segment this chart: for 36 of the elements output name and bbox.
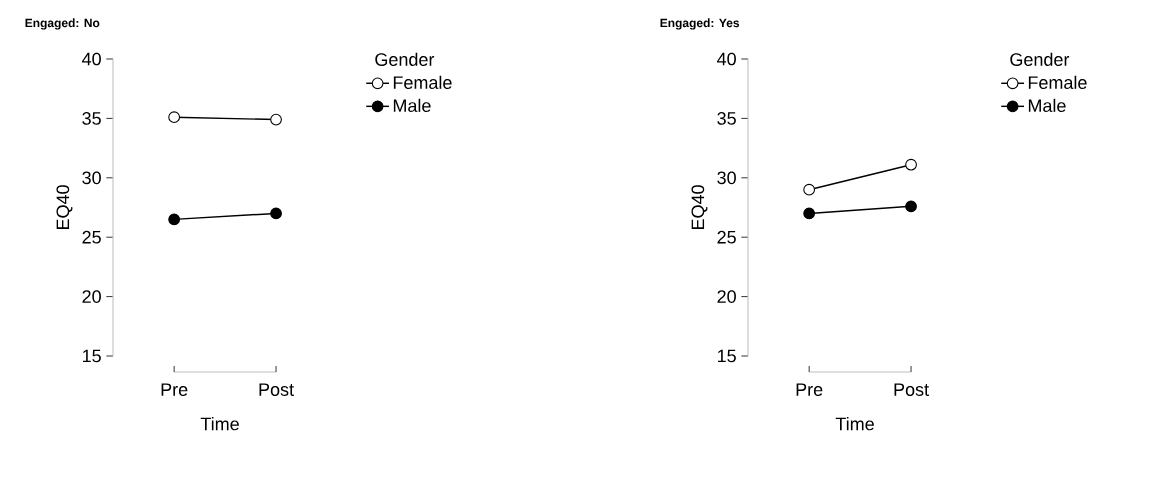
y-axis-title: EQ40	[56, 185, 73, 230]
legend-label: Female	[393, 75, 452, 89]
chart-title: Engaged: Yes	[660, 18, 740, 30]
point	[270, 113, 282, 126]
point	[803, 183, 816, 196]
y-tick-label: 40	[82, 52, 101, 66]
y-tick-label: 25	[717, 230, 736, 244]
y-tick-label: 30	[82, 171, 101, 185]
y-tick-label: 15	[82, 349, 101, 363]
chart-title: Engaged: No	[25, 18, 100, 30]
x-axis-title: Time	[835, 417, 874, 431]
y-tick-label: 20	[717, 290, 736, 303]
y-tick-label: 40	[717, 52, 736, 66]
legend-label: Female	[1028, 75, 1087, 89]
y-axis-title: EQ40	[691, 185, 708, 230]
y-tick-label: 35	[717, 112, 736, 125]
point	[803, 207, 816, 220]
y-tick-label: 30	[717, 171, 736, 185]
point	[270, 207, 282, 220]
point	[168, 213, 181, 226]
y-tick-label: 25	[82, 230, 101, 244]
point	[168, 111, 181, 124]
legend-title: Gender	[375, 52, 435, 66]
point	[905, 200, 917, 213]
x-axis-title: Time	[200, 417, 239, 431]
y-tick-label: 15	[717, 349, 736, 363]
y-tick-label: 35	[82, 112, 101, 125]
legend-title: Gender	[1010, 52, 1070, 66]
x-tick-label: Pre	[796, 383, 823, 396]
point	[905, 158, 917, 171]
y-tick-label: 20	[82, 290, 101, 303]
legend-label: Male	[1028, 98, 1066, 113]
x-tick-label: Post	[894, 383, 929, 396]
x-tick-label: Post	[259, 383, 294, 396]
x-tick-label: Pre	[161, 383, 188, 396]
legend-label: Male	[393, 98, 431, 113]
